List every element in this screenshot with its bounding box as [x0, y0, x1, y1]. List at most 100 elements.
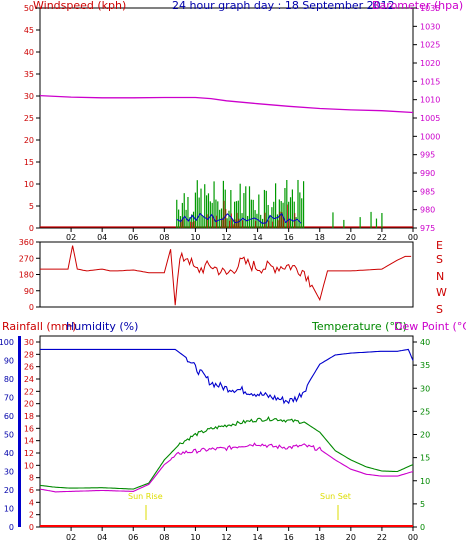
compass-label-w: W — [436, 286, 447, 299]
pressure-line — [39, 94, 414, 114]
rain-tick-label: 20 — [24, 400, 34, 409]
hour-tick-label: 12 — [221, 233, 231, 242]
windspeed-tick-label: 15 — [24, 158, 34, 167]
windspeed-tick-label: 40 — [24, 48, 34, 57]
compass-label-s1: S — [436, 253, 443, 266]
humidity-line — [40, 348, 414, 405]
sunset-label: Sun Set — [320, 492, 351, 501]
barometer-tick-label: 1035 — [420, 4, 440, 13]
temp-tick-label: 20 — [420, 431, 430, 440]
hour-tick-label: 10 — [190, 233, 200, 242]
hour-tick-label: 00 — [408, 233, 418, 242]
humidity-tick-label: 80 — [4, 375, 14, 384]
rain-tick-label: 14 — [24, 437, 34, 446]
humidity-tick-label: 70 — [4, 394, 14, 403]
hour-tick-label: 10 — [190, 533, 200, 542]
rain-tick-label: 24 — [24, 375, 34, 384]
hour-tick-label: 20 — [346, 533, 356, 542]
rain-tick-label: 4 — [29, 498, 34, 507]
hour-tick-label: 22 — [377, 233, 387, 242]
windspeed-tick-label: 30 — [24, 92, 34, 101]
barometer-tick-label: 980 — [420, 206, 435, 215]
rain-tick-label: 2 — [29, 511, 34, 520]
compass-label-s2: S — [436, 303, 443, 316]
temp-tick-label: 15 — [420, 454, 430, 463]
chart-title: 24 hour graph day : 18 September 2012 — [172, 0, 395, 12]
humidity-axis-bar — [18, 336, 21, 527]
wind-direction-line — [40, 245, 412, 306]
hour-tick-label: 00 — [408, 533, 418, 542]
hour-tick-label: 18 — [315, 533, 325, 542]
humidity-tick-label: 50 — [4, 431, 14, 440]
barometer-tick-label: 990 — [420, 169, 435, 178]
temperature-line — [39, 415, 414, 490]
hour-tick-label: 16 — [284, 233, 294, 242]
rain-tick-label: 12 — [24, 449, 34, 458]
rain-tick-label: 30 — [24, 338, 34, 347]
humidity-tick-label: 60 — [4, 412, 14, 421]
windspeed-axis-title: Windspeed (kph) — [33, 0, 126, 12]
hour-tick-label: 02 — [66, 233, 76, 242]
hour-tick-label: 18 — [315, 233, 325, 242]
hour-tick-label: 20 — [346, 233, 356, 242]
rain-tick-label: 8 — [29, 474, 34, 483]
barometer-axis-title: Barometer (hpa) — [372, 0, 463, 12]
humidity-tick-label: 90 — [4, 357, 14, 366]
hour-tick-label: 08 — [159, 233, 169, 242]
temp-tick-label: 40 — [420, 338, 430, 347]
hour-tick-label: 16 — [284, 533, 294, 542]
rain-tick-label: 28 — [24, 350, 34, 359]
bottom-panel-frame — [39, 335, 414, 528]
direction-tick-label: 0 — [29, 303, 34, 312]
compass-label-e: E — [436, 239, 443, 252]
dewpoint-axis-title: Dew Point (°C) — [394, 320, 466, 333]
hour-tick-label: 22 — [377, 533, 387, 542]
temp-tick-label: 0 — [420, 523, 425, 532]
rain-tick-label: 10 — [24, 461, 34, 470]
rainfall-axis-title: Rainfall (mm) — [2, 320, 76, 333]
sunrise-label: Sun Rise — [128, 492, 163, 501]
direction-tick-label: 360 — [19, 238, 34, 247]
barometer-tick-label: 1000 — [420, 132, 440, 141]
humidity-tick-label: 10 — [4, 505, 14, 514]
humidity-tick-label: 20 — [4, 486, 14, 495]
top-panel-frame — [39, 7, 414, 229]
rain-tick-label: 6 — [29, 486, 34, 495]
hour-tick-label: 04 — [97, 233, 107, 242]
hour-tick-label: 06 — [128, 533, 138, 542]
barometer-tick-label: 975 — [420, 224, 435, 233]
temp-tick-label: 25 — [420, 407, 430, 416]
windspeed-tick-label: 35 — [24, 70, 34, 79]
humidity-axis-title: Humidity (%) — [66, 320, 138, 333]
rain-tick-label: 26 — [24, 363, 34, 372]
direction-tick-label: 270 — [19, 254, 34, 263]
barometer-tick-label: 1005 — [420, 114, 440, 123]
windspeed-tick-label: 20 — [24, 136, 34, 145]
hour-tick-label: 14 — [252, 533, 262, 542]
windspeed-tick-label: 25 — [24, 114, 34, 123]
windspeed-tick-label: 0 — [29, 224, 34, 233]
temp-tick-label: 30 — [420, 384, 430, 393]
dewpoint-line — [39, 442, 414, 493]
compass-label-n: N — [436, 270, 444, 283]
barometer-tick-label: 1010 — [420, 96, 440, 105]
humidity-tick-label: 40 — [4, 449, 14, 458]
rain-tick-label: 16 — [24, 424, 34, 433]
dynamic-layer: 0510152025303540455097598098599099510001… — [0, 4, 440, 542]
direction-tick-label: 90 — [24, 287, 34, 296]
hour-tick-label: 08 — [159, 533, 169, 542]
windspeed-tick-label: 50 — [24, 4, 34, 13]
hour-tick-label: 06 — [128, 233, 138, 242]
barometer-tick-label: 1030 — [420, 22, 440, 31]
barometer-tick-label: 1020 — [420, 59, 440, 68]
hour-tick-label: 04 — [97, 533, 107, 542]
barometer-tick-label: 995 — [420, 151, 435, 160]
temp-tick-label: 10 — [420, 477, 430, 486]
humidity-tick-label: 0 — [9, 523, 14, 532]
temperature-axis-title: Temperature (°C) — [311, 320, 407, 333]
wind-average-line — [176, 212, 302, 224]
barometer-tick-label: 1025 — [420, 41, 440, 50]
barometer-tick-label: 985 — [420, 187, 435, 196]
direction-tick-label: 180 — [19, 271, 34, 280]
